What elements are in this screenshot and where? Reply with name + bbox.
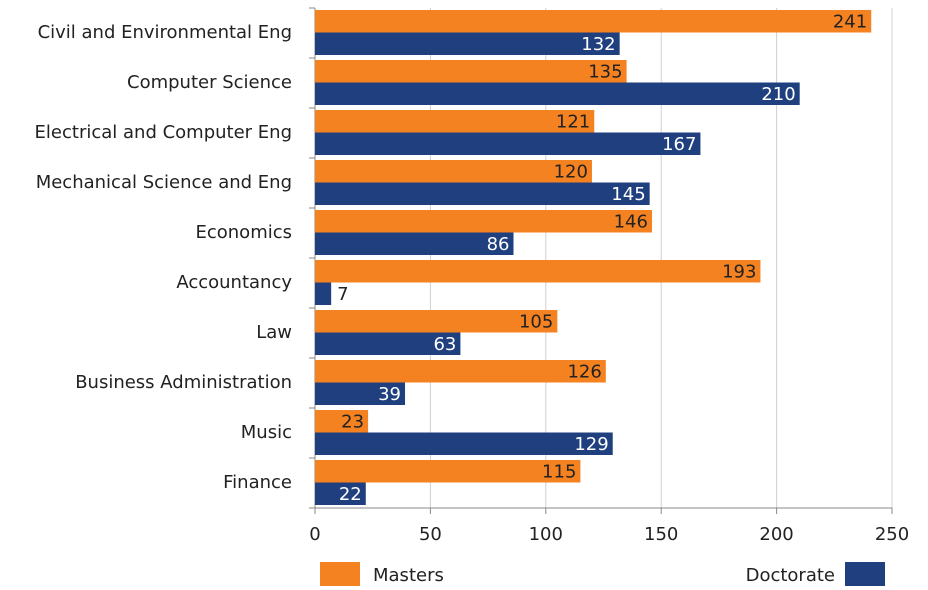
data-label: 121 <box>556 111 590 132</box>
data-label: 167 <box>662 134 696 155</box>
bar <box>315 382 406 405</box>
y-tick-label: Law <box>256 322 292 343</box>
bar <box>315 332 461 355</box>
bar <box>315 32 620 55</box>
bar <box>315 60 627 83</box>
bar <box>315 232 514 255</box>
bar <box>315 360 606 383</box>
x-tick-label: 50 <box>419 524 442 545</box>
data-label: 135 <box>588 61 622 82</box>
y-tick-label: Finance <box>223 472 292 493</box>
data-label: 193 <box>722 261 756 282</box>
data-label: 132 <box>581 34 615 55</box>
bar <box>315 210 652 233</box>
x-tick-label: 150 <box>644 524 678 545</box>
y-tick-label: Music <box>241 422 292 443</box>
data-label: 129 <box>574 434 608 455</box>
y-tick-label: Electrical and Computer Eng <box>35 122 292 143</box>
bar <box>315 110 595 133</box>
data-label: 241 <box>833 11 867 32</box>
bar <box>315 160 592 183</box>
bar <box>315 310 558 333</box>
data-label: 86 <box>487 234 510 255</box>
bar <box>315 182 650 205</box>
x-tick-label: 200 <box>759 524 793 545</box>
bar <box>315 10 872 33</box>
y-tick-label: Economics <box>195 222 292 243</box>
bar <box>315 460 581 483</box>
bar <box>315 410 369 433</box>
x-tick-label: 100 <box>529 524 563 545</box>
data-label: 146 <box>614 211 648 232</box>
y-tick-label: Computer Science <box>127 72 292 93</box>
legend-swatch <box>320 562 360 586</box>
y-tick-label: Accountancy <box>176 272 292 293</box>
data-label: 7 <box>337 284 348 305</box>
y-tick-label: Business Administration <box>75 372 292 393</box>
x-tick-label: 250 <box>875 524 909 545</box>
bar <box>315 260 761 283</box>
legend-swatch <box>845 562 885 586</box>
data-label: 120 <box>554 161 588 182</box>
bar <box>315 132 701 155</box>
data-label: 115 <box>542 461 576 482</box>
data-label: 105 <box>519 311 553 332</box>
y-tick-label: Mechanical Science and Eng <box>36 172 292 193</box>
x-tick-label: 0 <box>309 524 320 545</box>
bar <box>315 82 800 105</box>
data-label: 210 <box>761 84 795 105</box>
legend-label: Masters <box>373 565 444 586</box>
data-label: 39 <box>378 384 401 405</box>
y-tick-label: Civil and Environmental Eng <box>38 22 292 43</box>
data-label: 23 <box>341 411 364 432</box>
data-label: 63 <box>433 334 456 355</box>
data-label: 145 <box>611 184 645 205</box>
bar <box>315 482 366 505</box>
legend-label: Doctorate <box>746 565 835 586</box>
bar <box>315 282 332 305</box>
bar <box>315 432 613 455</box>
data-label: 22 <box>339 484 362 505</box>
data-label: 126 <box>567 361 601 382</box>
